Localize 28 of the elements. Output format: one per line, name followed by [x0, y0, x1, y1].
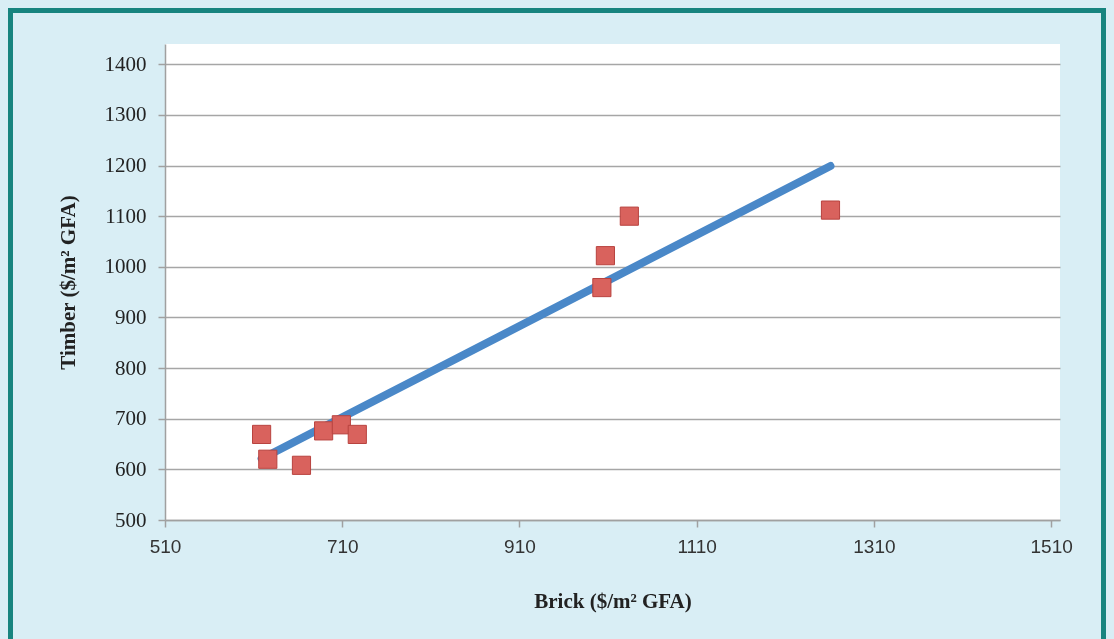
y-axis-title: Timber ($/m² GFA): [55, 195, 80, 370]
y-tick-label: 1200: [104, 153, 147, 178]
x-tick-label: 710: [326, 535, 359, 557]
x-tick-label: 510: [149, 535, 182, 557]
x-axis-title: Brick ($/m² GFA): [534, 588, 692, 613]
point: [331, 415, 351, 435]
y-tick-label: 1000: [104, 254, 147, 279]
point: [595, 246, 615, 266]
y-tick-label: 700: [115, 406, 147, 431]
y-tick-label: 600: [115, 456, 147, 481]
point: [252, 424, 272, 444]
point: [820, 200, 841, 220]
x-tick-label: 1310: [853, 535, 896, 557]
x-tick-label: 910: [504, 535, 536, 557]
point: [619, 206, 639, 226]
point: [347, 424, 367, 444]
x-tick-label: 1110: [677, 535, 717, 557]
x-tick-label: 1510: [1030, 535, 1073, 557]
y-tick-label: 1100: [105, 203, 147, 228]
y-tick-label: 900: [115, 304, 147, 329]
point: [291, 455, 312, 475]
point: [592, 277, 612, 298]
y-tick-label: 1300: [104, 102, 147, 127]
y-tick-label: 800: [115, 355, 147, 380]
y-tick-label: 1400: [104, 51, 147, 76]
point: [258, 449, 278, 469]
point: [314, 421, 334, 441]
y-tick-label: 500: [115, 507, 147, 532]
